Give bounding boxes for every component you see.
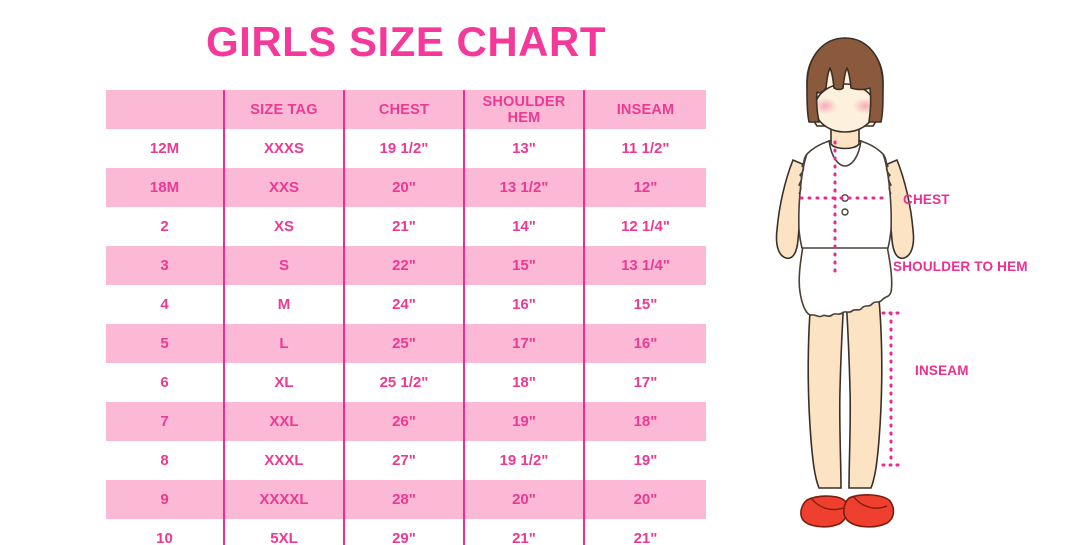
cell-shoulder-hem: 13" (463, 129, 584, 168)
table-row: 6 XL 25 1/2" 18" 17" (106, 363, 706, 402)
cell-chest: 29" (343, 519, 464, 545)
table-header-size-tag: SIZE TAG (223, 90, 344, 129)
table-row: 9 XXXXL 28" 20" 20" (106, 480, 706, 519)
cell-size: 9 (106, 480, 224, 519)
inseam-guide (881, 311, 901, 467)
cell-shoulder-hem: 15" (463, 246, 584, 285)
cell-size-tag: XXXXL (223, 480, 344, 519)
cell-chest: 26" (343, 402, 464, 441)
cell-chest: 22" (343, 246, 464, 285)
cell-inseam: 20" (583, 480, 706, 519)
table-row: 4 M 24" 16" 15" (106, 285, 706, 324)
table-header-chest: CHEST (343, 90, 464, 129)
table-row: 10 5XL 29" 21" 21" (106, 519, 706, 545)
measurement-guides (799, 140, 891, 277)
cell-chest: 28" (343, 480, 464, 519)
cell-shoulder-hem: 19 1/2" (463, 441, 584, 480)
cell-chest: 25" (343, 324, 464, 363)
cell-size: 3 (106, 246, 224, 285)
cell-chest: 19 1/2" (343, 129, 464, 168)
head (806, 37, 884, 133)
table-header-inseam: INSEAM (583, 90, 706, 129)
cell-size-tag: XXXL (223, 441, 344, 480)
table-header-size (106, 90, 224, 129)
cell-inseam: 13 1/4" (583, 246, 706, 285)
label-chest: CHEST (903, 192, 950, 207)
cell-size-tag: M (223, 285, 344, 324)
blush-left (813, 98, 837, 114)
cell-inseam: 16" (583, 324, 706, 363)
cell-shoulder-hem: 19" (463, 402, 584, 441)
cell-size-tag: XS (223, 207, 344, 246)
cell-size: 2 (106, 207, 224, 246)
cell-inseam: 21" (583, 519, 706, 545)
cell-size: 8 (106, 441, 224, 480)
page-title: GIRLS SIZE CHART (205, 18, 606, 65)
size-chart-table: SIZE TAG CHEST SHOULDER HEM INSEAM 12M XX… (106, 90, 706, 545)
hair (806, 37, 884, 123)
table-row: 12M XXXS 19 1/2" 13" 11 1/2" (106, 129, 706, 168)
cell-shoulder-hem: 20" (463, 480, 584, 519)
table-row: 5 L 25" 17" 16" (106, 324, 706, 363)
cell-size: 7 (106, 402, 224, 441)
size-chart-body: 12M XXXS 19 1/2" 13" 11 1/2" 18M XXS 20" 13 1/2"… (106, 129, 706, 545)
legs (807, 279, 883, 489)
cell-inseam: 15" (583, 285, 706, 324)
cell-chest: 20" (343, 168, 464, 207)
cell-size-tag: 5XL (223, 519, 344, 545)
cell-chest: 27" (343, 441, 464, 480)
figure-svg (775, 37, 915, 528)
cell-inseam: 18" (583, 402, 706, 441)
table-row: 18M XXS 20" 13 1/2" 12" (106, 168, 706, 207)
cell-inseam: 11 1/2" (583, 129, 706, 168)
table-header-shoulder-hem: SHOULDER HEM (463, 90, 584, 129)
cell-chest: 24" (343, 285, 464, 324)
cell-inseam: 12 1/4" (583, 207, 706, 246)
cell-chest: 25 1/2" (343, 363, 464, 402)
cell-size-tag: XL (223, 363, 344, 402)
table-row: 7 XXL 26" 19" 18" (106, 402, 706, 441)
cell-size: 18M (106, 168, 224, 207)
cell-size-tag: XXS (223, 168, 344, 207)
girl-figure-illustration (745, 30, 945, 530)
cell-shoulder-hem: 14" (463, 207, 584, 246)
cell-inseam: 19" (583, 441, 706, 480)
cell-size: 5 (106, 324, 224, 363)
cell-inseam: 17" (583, 363, 706, 402)
table-header-row: SIZE TAG CHEST SHOULDER HEM INSEAM (106, 90, 706, 129)
label-inseam: INSEAM (915, 363, 969, 378)
cell-size-tag: S (223, 246, 344, 285)
cell-size: 6 (106, 363, 224, 402)
cell-size: 12M (106, 129, 224, 168)
cell-shoulder-hem: 17" (463, 324, 584, 363)
cell-size-tag: XXL (223, 402, 344, 441)
cell-shoulder-hem: 18" (463, 363, 584, 402)
cell-shoulder-hem: 13 1/2" (463, 168, 584, 207)
cell-size: 4 (106, 285, 224, 324)
table-row: 3 S 22" 15" 13 1/4" (106, 246, 706, 285)
cell-size: 10 (106, 519, 224, 545)
table-row: 8 XXXL 27" 19 1/2" 19" (106, 441, 706, 480)
cell-size-tag: XXXS (223, 129, 344, 168)
cell-chest: 21" (343, 207, 464, 246)
table-row: 2 XS 21" 14" 12 1/4" (106, 207, 706, 246)
cell-inseam: 12" (583, 168, 706, 207)
label-shoulder-to-hem: SHOULDER TO HEM (893, 259, 1028, 274)
shoes (800, 494, 895, 528)
cell-shoulder-hem: 21" (463, 519, 584, 545)
cell-size-tag: L (223, 324, 344, 363)
cell-shoulder-hem: 16" (463, 285, 584, 324)
shirt (798, 139, 892, 249)
